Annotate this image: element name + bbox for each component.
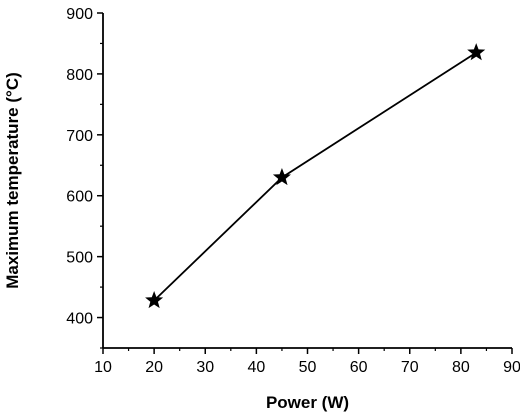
y-axis-ticks: 400 500 600 700 800 900 — [66, 6, 103, 349]
x-tick-label: 60 — [350, 359, 368, 376]
x-axis-title: Power (W) — [266, 393, 349, 412]
series-layer — [145, 43, 486, 309]
y-tick-label: 500 — [66, 250, 93, 267]
y-tick-label: 800 — [66, 67, 93, 84]
x-tick-label: 40 — [247, 359, 265, 376]
y-tick-label: 600 — [66, 189, 93, 206]
x-tick-label: 80 — [452, 359, 470, 376]
x-tick-label: 90 — [503, 359, 520, 376]
x-axis-ticks: 10 20 30 40 50 60 70 80 90 — [94, 348, 520, 376]
y-tick-label: 700 — [66, 128, 93, 145]
data-point-star — [145, 290, 164, 309]
y-tick-label: 900 — [66, 6, 93, 23]
x-tick-label: 50 — [299, 359, 317, 376]
series-line — [153, 51, 477, 302]
plot-area — [102, 13, 512, 349]
y-axis-title: Maximum temperature (°C) — [3, 72, 22, 289]
x-tick-label: 30 — [196, 359, 214, 376]
x-tick-label: 10 — [94, 359, 112, 376]
data-point-star — [467, 43, 486, 61]
data-point-star — [272, 167, 291, 186]
x-tick-label: 20 — [145, 359, 163, 376]
y-tick-label: 400 — [66, 311, 93, 328]
x-tick-label: 70 — [401, 359, 419, 376]
